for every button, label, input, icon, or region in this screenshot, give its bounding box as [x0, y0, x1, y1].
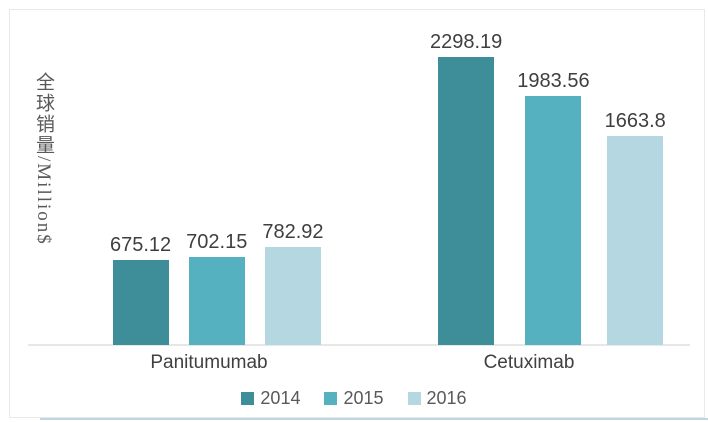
- bar-rect: [264, 247, 321, 345]
- legend-swatch-2016-icon: [407, 391, 421, 405]
- bar-2015-cetuximab: 1983.56: [517, 70, 590, 345]
- legend-label-2015: 2015: [343, 388, 384, 408]
- bar-rect: [112, 260, 169, 345]
- bar-rect: [607, 136, 664, 345]
- x-axis-line: [28, 344, 690, 346]
- legend: 2014 2015 2016: [0, 389, 708, 407]
- bar-value-label: 782.92: [262, 221, 324, 243]
- bar-value-label: 2298.19: [430, 31, 503, 53]
- legend-label-2016: 2016: [426, 388, 467, 408]
- bar-group-cetuximab: 2298.19 1983.56 1663.8: [430, 31, 666, 345]
- bar-value-label: 675.12: [110, 234, 172, 256]
- bar-2016-panitumumab: 782.92: [262, 221, 324, 345]
- bar-2014-cetuximab: 2298.19: [430, 31, 502, 345]
- bottom-accent-line: [40, 418, 708, 420]
- legend-swatch-2015-icon: [324, 391, 338, 405]
- bar-rect: [525, 96, 582, 345]
- bar-value-label: 1983.56: [517, 70, 590, 92]
- category-label-cetuximab: Cetuximab: [483, 352, 575, 373]
- bar-value-label: 1663.8: [604, 110, 666, 132]
- bar-rect: [188, 257, 245, 345]
- legend-item-2016: 2016: [407, 388, 467, 408]
- bar-2014-panitumumab: 675.12: [110, 234, 171, 345]
- legend-item-2015: 2015: [324, 388, 384, 408]
- bar-2015-panitumumab: 702.15: [186, 231, 247, 345]
- bar-2016-cetuximab: 1663.8: [605, 110, 666, 345]
- bar-rect: [438, 57, 495, 345]
- bar-group-panitumumab: 675.12 702.15 782.92: [110, 221, 324, 345]
- y-axis-label: 全球销量/Million$: [33, 72, 54, 246]
- bar-value-label: 702.15: [186, 231, 248, 253]
- legend-swatch-2014-icon: [241, 391, 255, 405]
- category-label-panitumumab: Panitumumab: [150, 352, 268, 373]
- legend-label-2014: 2014: [260, 388, 301, 408]
- legend-item-2014: 2014: [241, 389, 300, 407]
